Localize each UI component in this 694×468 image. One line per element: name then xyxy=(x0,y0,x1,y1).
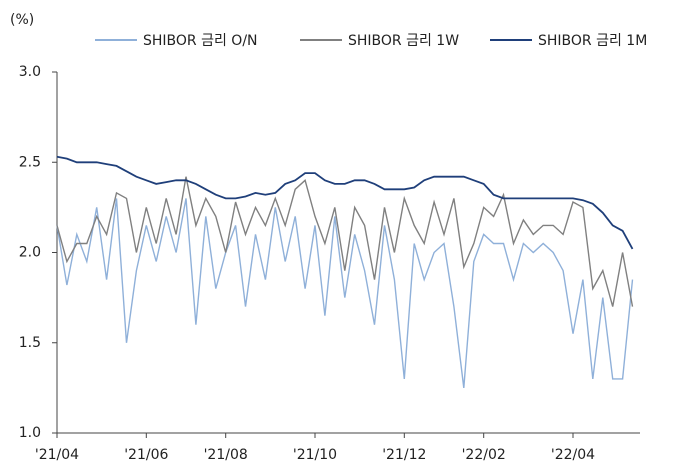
x-tick-label: '22/04 xyxy=(551,447,595,463)
legend-label: SHIBOR 금리 1M xyxy=(538,33,647,49)
y-tick-label: 1.5 xyxy=(19,335,41,351)
x-tick-label: '21/06 xyxy=(124,447,168,463)
series-line xyxy=(56,155,634,250)
x-tick-label: '22/02 xyxy=(462,447,506,463)
x-tick-label: '21/04 xyxy=(35,447,79,463)
legend-label: SHIBOR 금리 1W xyxy=(348,33,459,49)
x-tick-label: '21/10 xyxy=(293,447,337,463)
y-tick-label: 2.0 xyxy=(19,245,41,261)
legend-label: SHIBOR 금리 O/N xyxy=(143,33,258,49)
y-tick-label: 3.0 xyxy=(19,64,41,80)
y-axis-label: (%) xyxy=(10,12,34,28)
series-line xyxy=(56,198,634,388)
y-tick-label: 1.0 xyxy=(19,425,41,441)
x-tick-label: '21/08 xyxy=(204,447,248,463)
y-tick-label: 2.5 xyxy=(19,154,41,170)
x-tick-label: '21/12 xyxy=(382,447,426,463)
series-line xyxy=(56,176,634,307)
